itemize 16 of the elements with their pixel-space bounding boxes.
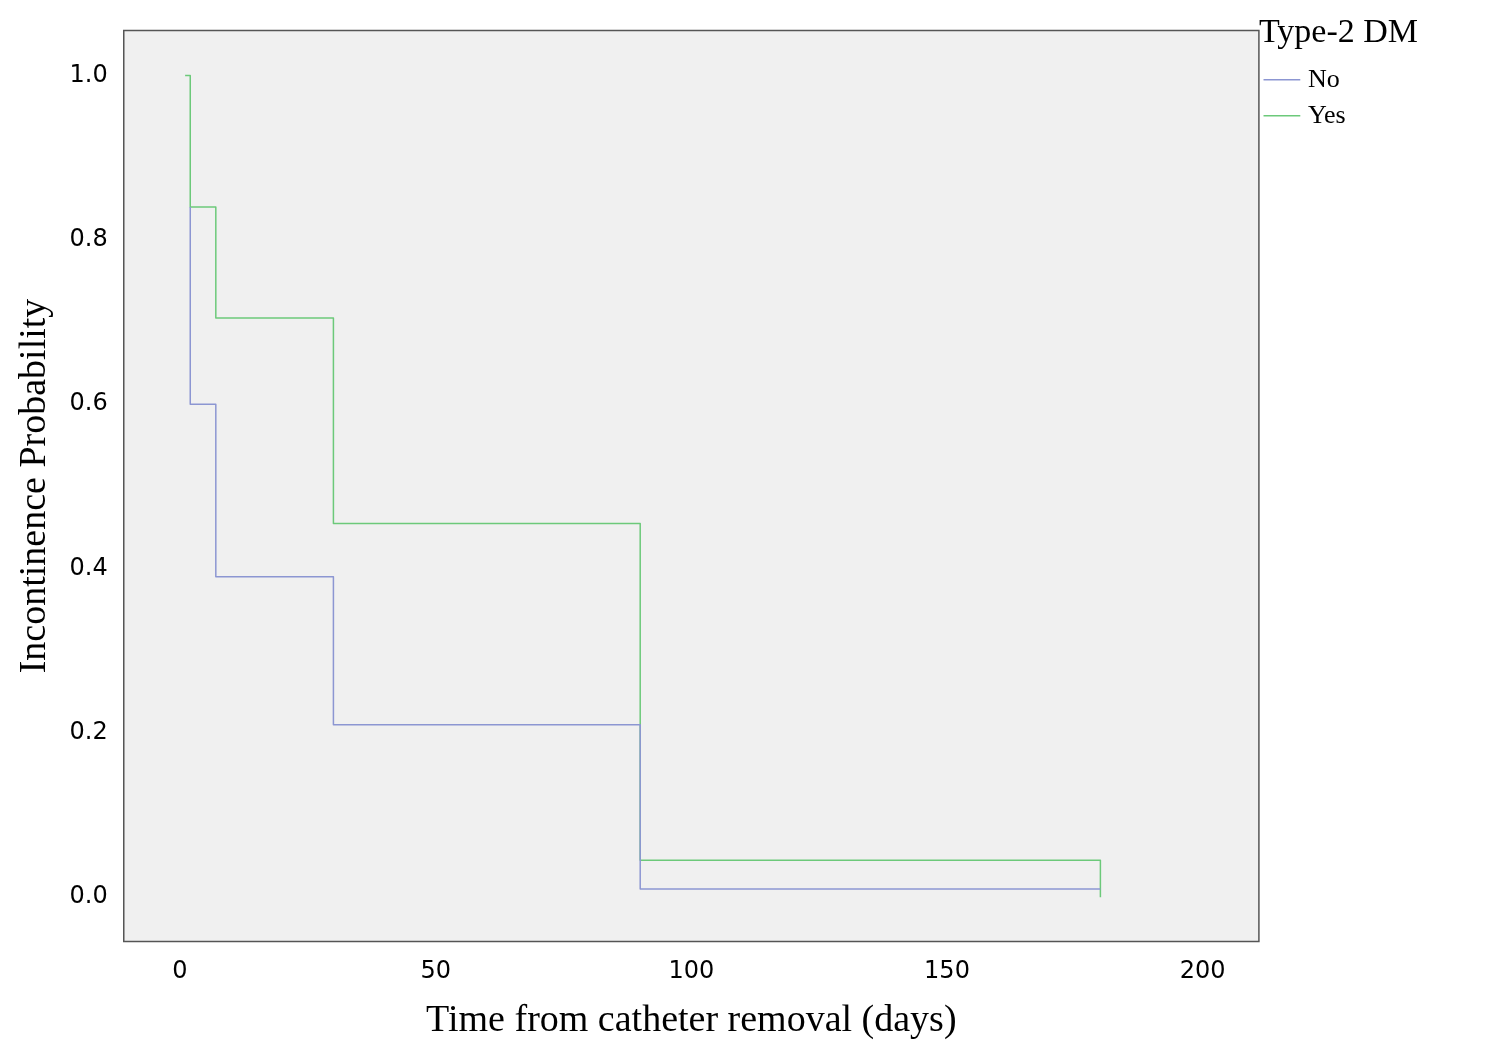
y-axis-title: Incontinence Probability: [10, 298, 53, 674]
y-tick-label: 0.0: [69, 881, 108, 910]
y-tick-label: 1.0: [69, 59, 108, 88]
legend-label: No: [1307, 63, 1340, 93]
legend-title: Type-2 DM: [1258, 11, 1418, 49]
x-tick-label: 100: [668, 956, 715, 985]
x-tick-label: 200: [1179, 956, 1226, 985]
x-tick-label: 0: [172, 956, 188, 985]
x-tick-label: 150: [924, 956, 970, 985]
y-tick-label: 0.4: [69, 552, 108, 581]
y-tick-label: 0.6: [69, 388, 108, 417]
legend-label: Yes: [1307, 99, 1346, 129]
y-tick-label: 0.8: [69, 224, 108, 253]
x-tick-label: 50: [420, 956, 451, 985]
y-tick-label: 0.2: [69, 717, 108, 746]
x-axis-title: Time from catheter removal (days): [426, 997, 957, 1041]
